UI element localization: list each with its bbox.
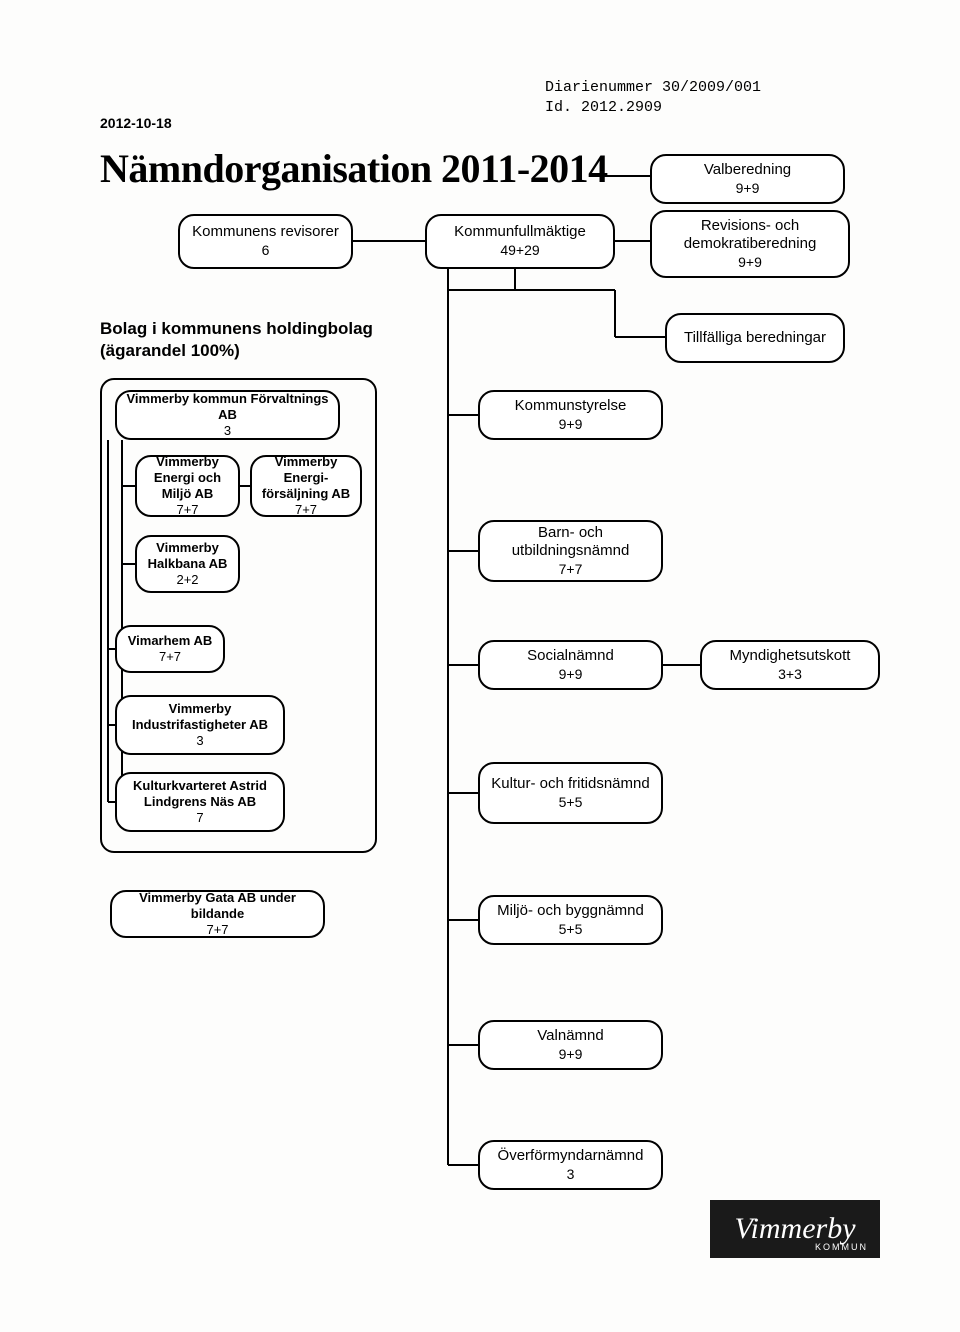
count: 7+7 (176, 502, 198, 518)
node-halkbana: Vimmerby Halkbana AB 2+2 (135, 535, 240, 593)
holding-heading-line2: (ägarandel 100%) (100, 341, 240, 360)
count: 7 (196, 810, 203, 826)
label: Vimmerby Energi-försäljning AB (258, 454, 354, 503)
id-value: 2012.2909 (581, 99, 662, 116)
count: 5+5 (559, 921, 583, 939)
label: Miljö- och byggnämnd (497, 902, 644, 921)
label: Socialnämnd (527, 647, 614, 666)
node-fullmaktige: Kommunfullmäktige 49+29 (425, 214, 615, 269)
count: 3 (224, 423, 231, 439)
label: Överförmyndarnämnd (498, 1147, 644, 1166)
count: 6 (262, 242, 270, 260)
label: Vimmerby Industrifastigheter AB (123, 701, 277, 734)
node-energi-miljo: Vimmerby Energi och Miljö AB 7+7 (135, 455, 240, 517)
logo-subtext: KOMMUN (815, 1242, 868, 1252)
holding-heading-line1: Bolag i kommunens holdingbolag (100, 319, 373, 338)
count: 5+5 (559, 794, 583, 812)
node-forvaltnings: Vimmerby kommun Förvaltnings AB 3 (115, 390, 340, 440)
count: 9+9 (559, 1046, 583, 1064)
label: Revisions- och demokratiberedning (658, 217, 842, 255)
label: Vimmerby Energi och Miljö AB (143, 454, 232, 503)
node-myndighet: Myndighetsutskott 3+3 (700, 640, 880, 690)
node-industri: Vimmerby Industrifastigheter AB 3 (115, 695, 285, 755)
label: Valberedning (704, 161, 791, 180)
node-energi-forsaljning: Vimmerby Energi-försäljning AB 7+7 (250, 455, 362, 517)
label: Kommunens revisorer (192, 223, 339, 242)
count: 7+7 (559, 561, 583, 579)
count: 9+9 (736, 180, 760, 198)
node-vimarhem: Vimarhem AB 7+7 (115, 625, 225, 673)
count: 9+9 (738, 254, 762, 272)
page-title: Nämndorganisation 2011-2014 (100, 145, 608, 192)
label: Valnämnd (537, 1027, 603, 1046)
count: 9+9 (559, 666, 583, 684)
node-valberedning: Valberedning 9+9 (650, 154, 845, 204)
node-overformyndar: Överförmyndarnämnd 3 (478, 1140, 663, 1190)
count: 7+7 (206, 922, 228, 938)
node-kultur: Kultur- och fritidsnämnd 5+5 (478, 762, 663, 824)
doc-date: 2012-10-18 (100, 115, 172, 131)
label: Vimmerby Halkbana AB (143, 540, 232, 573)
label: Kultur- och fritidsnämnd (491, 775, 649, 794)
doc-header-right: Diarienummer 30/2009/001 Id. 2012.2909 (545, 78, 761, 117)
node-kommunstyrelse: Kommunstyrelse 9+9 (478, 390, 663, 440)
count: 7+7 (295, 502, 317, 518)
label: Vimarhem AB (128, 633, 213, 649)
label: Kulturkvarteret Astrid Lindgrens Näs AB (123, 778, 277, 811)
label: Vimmerby Gata AB under bildande (118, 890, 317, 923)
node-revisorer: Kommunens revisorer 6 (178, 214, 353, 269)
node-tillfalliga: Tillfälliga beredningar (665, 313, 845, 363)
label: Vimmerby kommun Förvaltnings AB (123, 391, 332, 424)
count: 3+3 (778, 666, 802, 684)
node-revisions: Revisions- och demokratiberedning 9+9 (650, 210, 850, 278)
label: Barn- och utbildningsnämnd (486, 524, 655, 562)
count: 7+7 (159, 649, 181, 665)
count: 9+9 (559, 416, 583, 434)
holding-heading: Bolag i kommunens holdingbolag (ägarande… (100, 318, 373, 362)
diarienummer-label: Diarienummer (545, 79, 653, 96)
count: 3 (196, 733, 203, 749)
label: Kommunfullmäktige (454, 223, 586, 242)
count: 49+29 (500, 242, 539, 260)
node-social: Socialnämnd 9+9 (478, 640, 663, 690)
id-label: Id. (545, 99, 572, 116)
label: Tillfälliga beredningar (684, 329, 826, 348)
node-miljo: Miljö- och byggnämnd 5+5 (478, 895, 663, 945)
node-kulturkvarteret: Kulturkvarteret Astrid Lindgrens Näs AB … (115, 772, 285, 832)
label: Myndighetsutskott (730, 647, 851, 666)
node-valnamnd: Valnämnd 9+9 (478, 1020, 663, 1070)
node-gata: Vimmerby Gata AB under bildande 7+7 (110, 890, 325, 938)
label: Kommunstyrelse (515, 397, 627, 416)
node-barn: Barn- och utbildningsnämnd 7+7 (478, 520, 663, 582)
count: 2+2 (176, 572, 198, 588)
logo-text: Vimmerby (734, 1212, 855, 1246)
count: 3 (567, 1166, 575, 1184)
vimmerby-logo: Vimmerby KOMMUN (710, 1200, 880, 1258)
diarienummer-value: 30/2009/001 (662, 79, 761, 96)
